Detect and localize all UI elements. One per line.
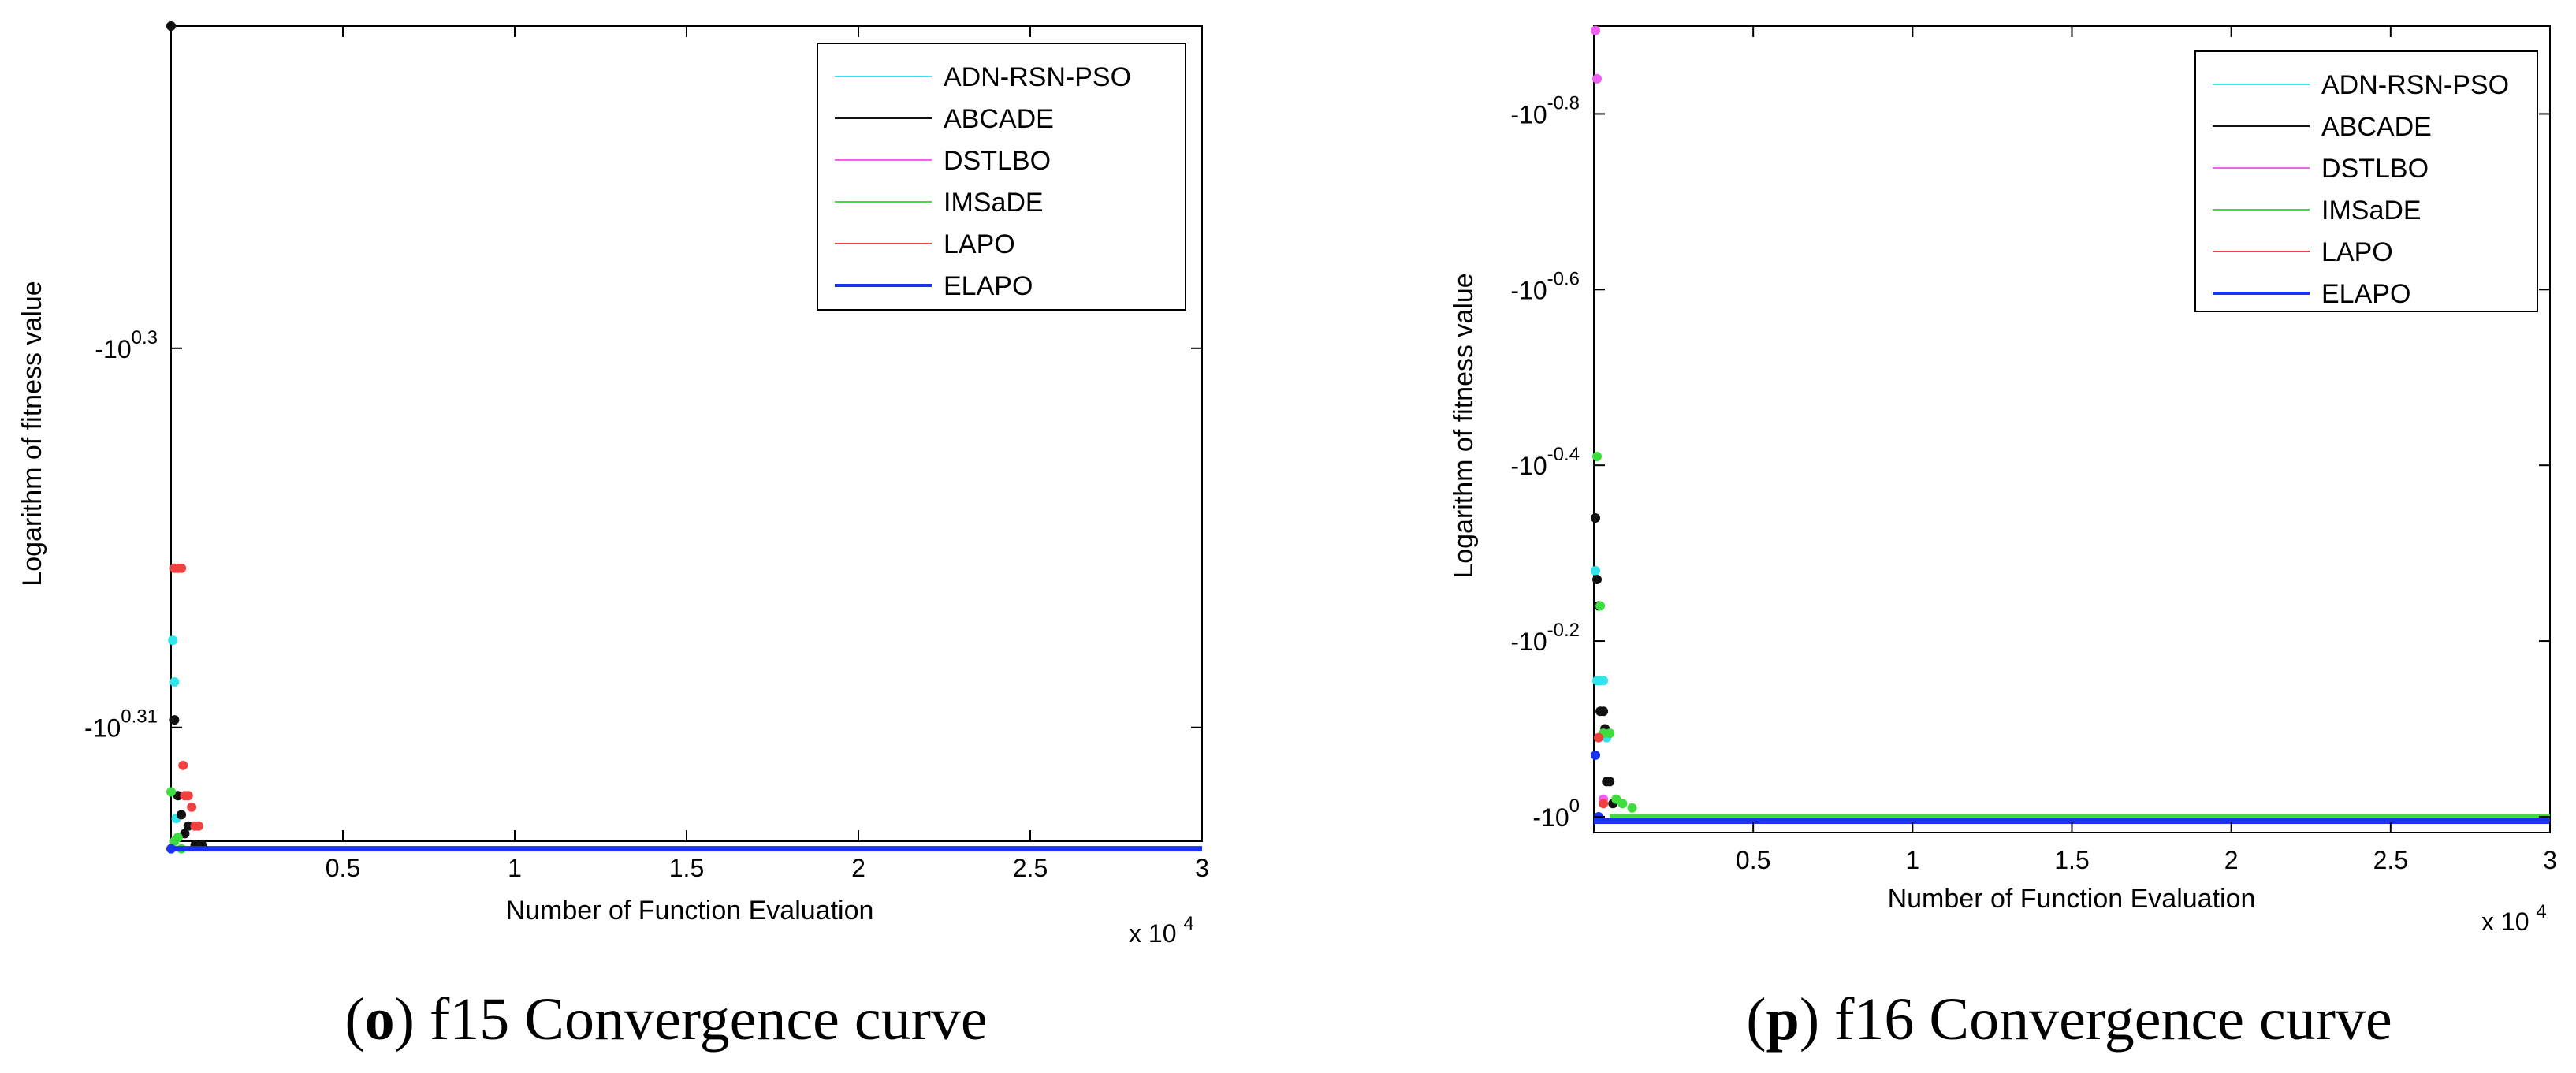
x-tick-label: 1.5 — [2054, 846, 2089, 874]
y-tick-label: -100.3 — [95, 327, 158, 363]
y-axis-label: Logarithm of fitness value — [17, 281, 47, 586]
legend-label: DSTLBO — [2321, 154, 2429, 184]
data-point — [1605, 777, 1615, 787]
x-tick-label: 2 — [2224, 846, 2239, 874]
data-point — [173, 833, 183, 843]
caption-letter: o — [365, 986, 395, 1053]
data-point — [1605, 728, 1615, 739]
legend-label: ELAPO — [944, 271, 1033, 301]
data-point — [1592, 73, 1603, 84]
caption-text: f16 Convergence curve — [1819, 986, 2392, 1053]
x-tick-label: 2 — [851, 854, 865, 882]
caption: (p) f16 Convergence curve — [1746, 986, 2392, 1053]
x-multiplier-base: x 10 — [2481, 907, 2529, 936]
data-point — [1591, 25, 1601, 35]
x-ticks: 0.5 1 1.5 2 2.5 3 — [326, 26, 1209, 882]
legend-label: ABCADE — [2321, 112, 2432, 142]
data-point — [168, 635, 178, 646]
data-point — [169, 715, 180, 725]
data-point — [1599, 706, 1609, 717]
data-point — [169, 677, 180, 687]
caption-text: f15 Convergence curve — [415, 986, 988, 1053]
caption-letter: p — [1766, 986, 1800, 1053]
x-tick-label: 3 — [2543, 846, 2557, 874]
legend: ADN-RSN-PSO ABCADE DSTLBO IMSaDE LAPO ELAPO — [2194, 50, 2538, 312]
legend-entries: ADN-RSN-PSO ABCADE DSTLBO IMSaDE LAPO ELAPO — [2213, 70, 2509, 309]
data-point — [187, 802, 197, 812]
x-multiplier-exp: 4 — [1183, 913, 1193, 934]
x-tick-label: 2.5 — [2373, 846, 2408, 874]
x-multiplier: x 10 4 — [1129, 913, 1194, 948]
x-tick-label: 1 — [1905, 846, 1919, 874]
data-point — [166, 21, 176, 31]
x-axis-label: Number of Function Evaluation — [1888, 884, 2256, 914]
data-point — [166, 787, 176, 797]
y-ticks: -100.3 -100.31 — [84, 327, 1202, 743]
x-tick-label: 1 — [508, 854, 522, 882]
data-point — [183, 821, 193, 831]
legend-entries: ADN-RSN-PSO ABCADE DSTLBO IMSaDE LAPO ELAPO — [835, 62, 1131, 301]
x-tick-label: 3 — [1195, 854, 1209, 882]
data-point — [1617, 799, 1628, 809]
x-tick-label: 0.5 — [1736, 846, 1770, 874]
data-point — [183, 791, 193, 801]
legend-label: IMSaDE — [2321, 196, 2422, 225]
caption: (o) f15 Convergence curve — [344, 986, 987, 1053]
x-multiplier: x 10 4 — [2481, 901, 2547, 936]
legend-label: LAPO — [2321, 237, 2393, 267]
x-tick-label: 0.5 — [326, 854, 360, 882]
x-axis-label: Number of Function Evaluation — [506, 896, 874, 926]
y-tick-label: -10-0.4 — [1510, 444, 1580, 480]
data-point — [1592, 575, 1603, 585]
data-point — [1592, 452, 1603, 462]
x-ticks: 0.5 1 1.5 2 2.5 3 — [1736, 26, 2557, 874]
data-point — [178, 760, 188, 770]
data-point — [193, 821, 203, 831]
y-axis-label: Logarithm of fitness value — [1449, 273, 1479, 578]
data-point — [1591, 750, 1601, 760]
data-layer — [1591, 25, 2550, 825]
legend: ADN-RSN-PSO ABCADE DSTLBO IMSaDE LAPO ELAPO — [817, 43, 1186, 311]
data-point — [1627, 803, 1637, 813]
panel-o: 0.5 1 1.5 2 2.5 3 -100.3 -100.31 Number of Fun… — [17, 21, 1209, 1053]
legend-label: IMSaDE — [944, 188, 1044, 218]
y-ticks: -100 -10-0.2 -10-0.4 -10-0.6 -10-0.8 — [1510, 92, 2550, 832]
data-point — [1594, 732, 1604, 743]
data-point — [1599, 676, 1609, 686]
panel-p: 0.5 1 1.5 2 2.5 3 -100-10-0.2-10-0.4-10-0.6-1… — [1449, 25, 2557, 1053]
x-multiplier-base: x 10 — [1129, 919, 1176, 948]
legend-box — [2194, 50, 2538, 312]
y-tick-label: -100.31 — [84, 706, 158, 743]
data-point — [177, 563, 187, 573]
legend-label: ABCADE — [944, 104, 1054, 134]
x-multiplier-exp: 4 — [2536, 901, 2546, 922]
data-layer — [166, 21, 1202, 854]
legend-label: DSTLBO — [944, 146, 1051, 176]
data-point — [166, 844, 176, 854]
y-tick-label: -100 — [1532, 795, 1580, 832]
y-tick-label: -10-0.2 — [1510, 620, 1580, 656]
legend-label: ELAPO — [2321, 279, 2410, 309]
x-tick-label: 2.5 — [1013, 854, 1048, 882]
legend-label: ADN-RSN-PSO — [944, 62, 1131, 92]
data-point — [1595, 601, 1606, 611]
data-point — [1599, 799, 1609, 809]
x-tick-label: 1.5 — [669, 854, 704, 882]
legend-label: LAPO — [944, 229, 1015, 259]
data-point — [177, 810, 187, 820]
legend-label: ADN-RSN-PSO — [2321, 70, 2509, 100]
y-tick-label: -10-0.8 — [1510, 92, 1580, 129]
data-point — [1591, 513, 1601, 523]
data-point — [1591, 565, 1601, 576]
legend-box — [817, 43, 1186, 311]
y-tick-label: -10-0.6 — [1510, 268, 1580, 304]
